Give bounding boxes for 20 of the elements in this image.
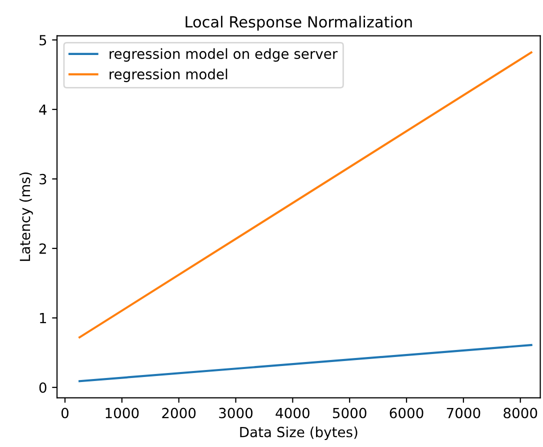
x-tick-label: 8000 [504, 408, 538, 418]
x-tick-label: 1000 [106, 408, 139, 418]
chart-title: Local Response Normalization [186, 16, 412, 31]
legend-label: regression model on edge server [110, 48, 338, 62]
y-tick-label: 3 [40, 174, 46, 184]
y-tick-label: 0 [39, 382, 46, 393]
x-tick-label: 7000 [446, 408, 480, 418]
x-tick-label: 2000 [162, 408, 196, 418]
x-tick-label: 5000 [332, 408, 366, 418]
y-tick-label: 4 [39, 104, 47, 115]
y-tick-label: 1 [40, 313, 46, 324]
legend-label: regression model [110, 68, 228, 82]
y-tick-label: 2 [39, 243, 46, 254]
x-tick-label: 3000 [219, 408, 252, 418]
x-tick-label: 6000 [390, 408, 424, 418]
x-tick-label: 0 [61, 408, 68, 418]
x-axis-title: Data Size (bytes) [240, 426, 358, 440]
y-axis-title: Latency (ms) [19, 172, 33, 261]
x-tick-label: 4000 [276, 408, 310, 418]
y-tick-label: 5 [40, 35, 46, 46]
